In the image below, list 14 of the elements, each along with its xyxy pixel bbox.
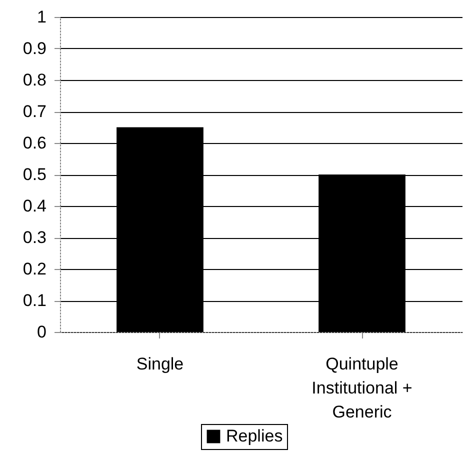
y-tick-label: 0.5 <box>22 165 46 184</box>
legend-label: Replies <box>226 426 283 446</box>
y-tick-label: 0.9 <box>22 39 46 58</box>
y-tick-label: 0.8 <box>22 70 46 90</box>
y-tick-label: 0.3 <box>22 228 46 247</box>
x-tick-label: Single <box>136 354 184 374</box>
y-tick-label: 0 <box>37 322 46 342</box>
y-tick-label: 0.2 <box>22 260 46 278</box>
x-tick-label: Quintuple Institutional + Generic <box>312 354 412 422</box>
y-tick-label: 1 <box>37 8 46 26</box>
y-tick-label: 0.1 <box>22 291 46 310</box>
y-tick-label: 0.4 <box>22 196 46 216</box>
y-tick-label: 0.6 <box>22 134 46 152</box>
y-tick-label: 0.7 <box>22 102 46 121</box>
